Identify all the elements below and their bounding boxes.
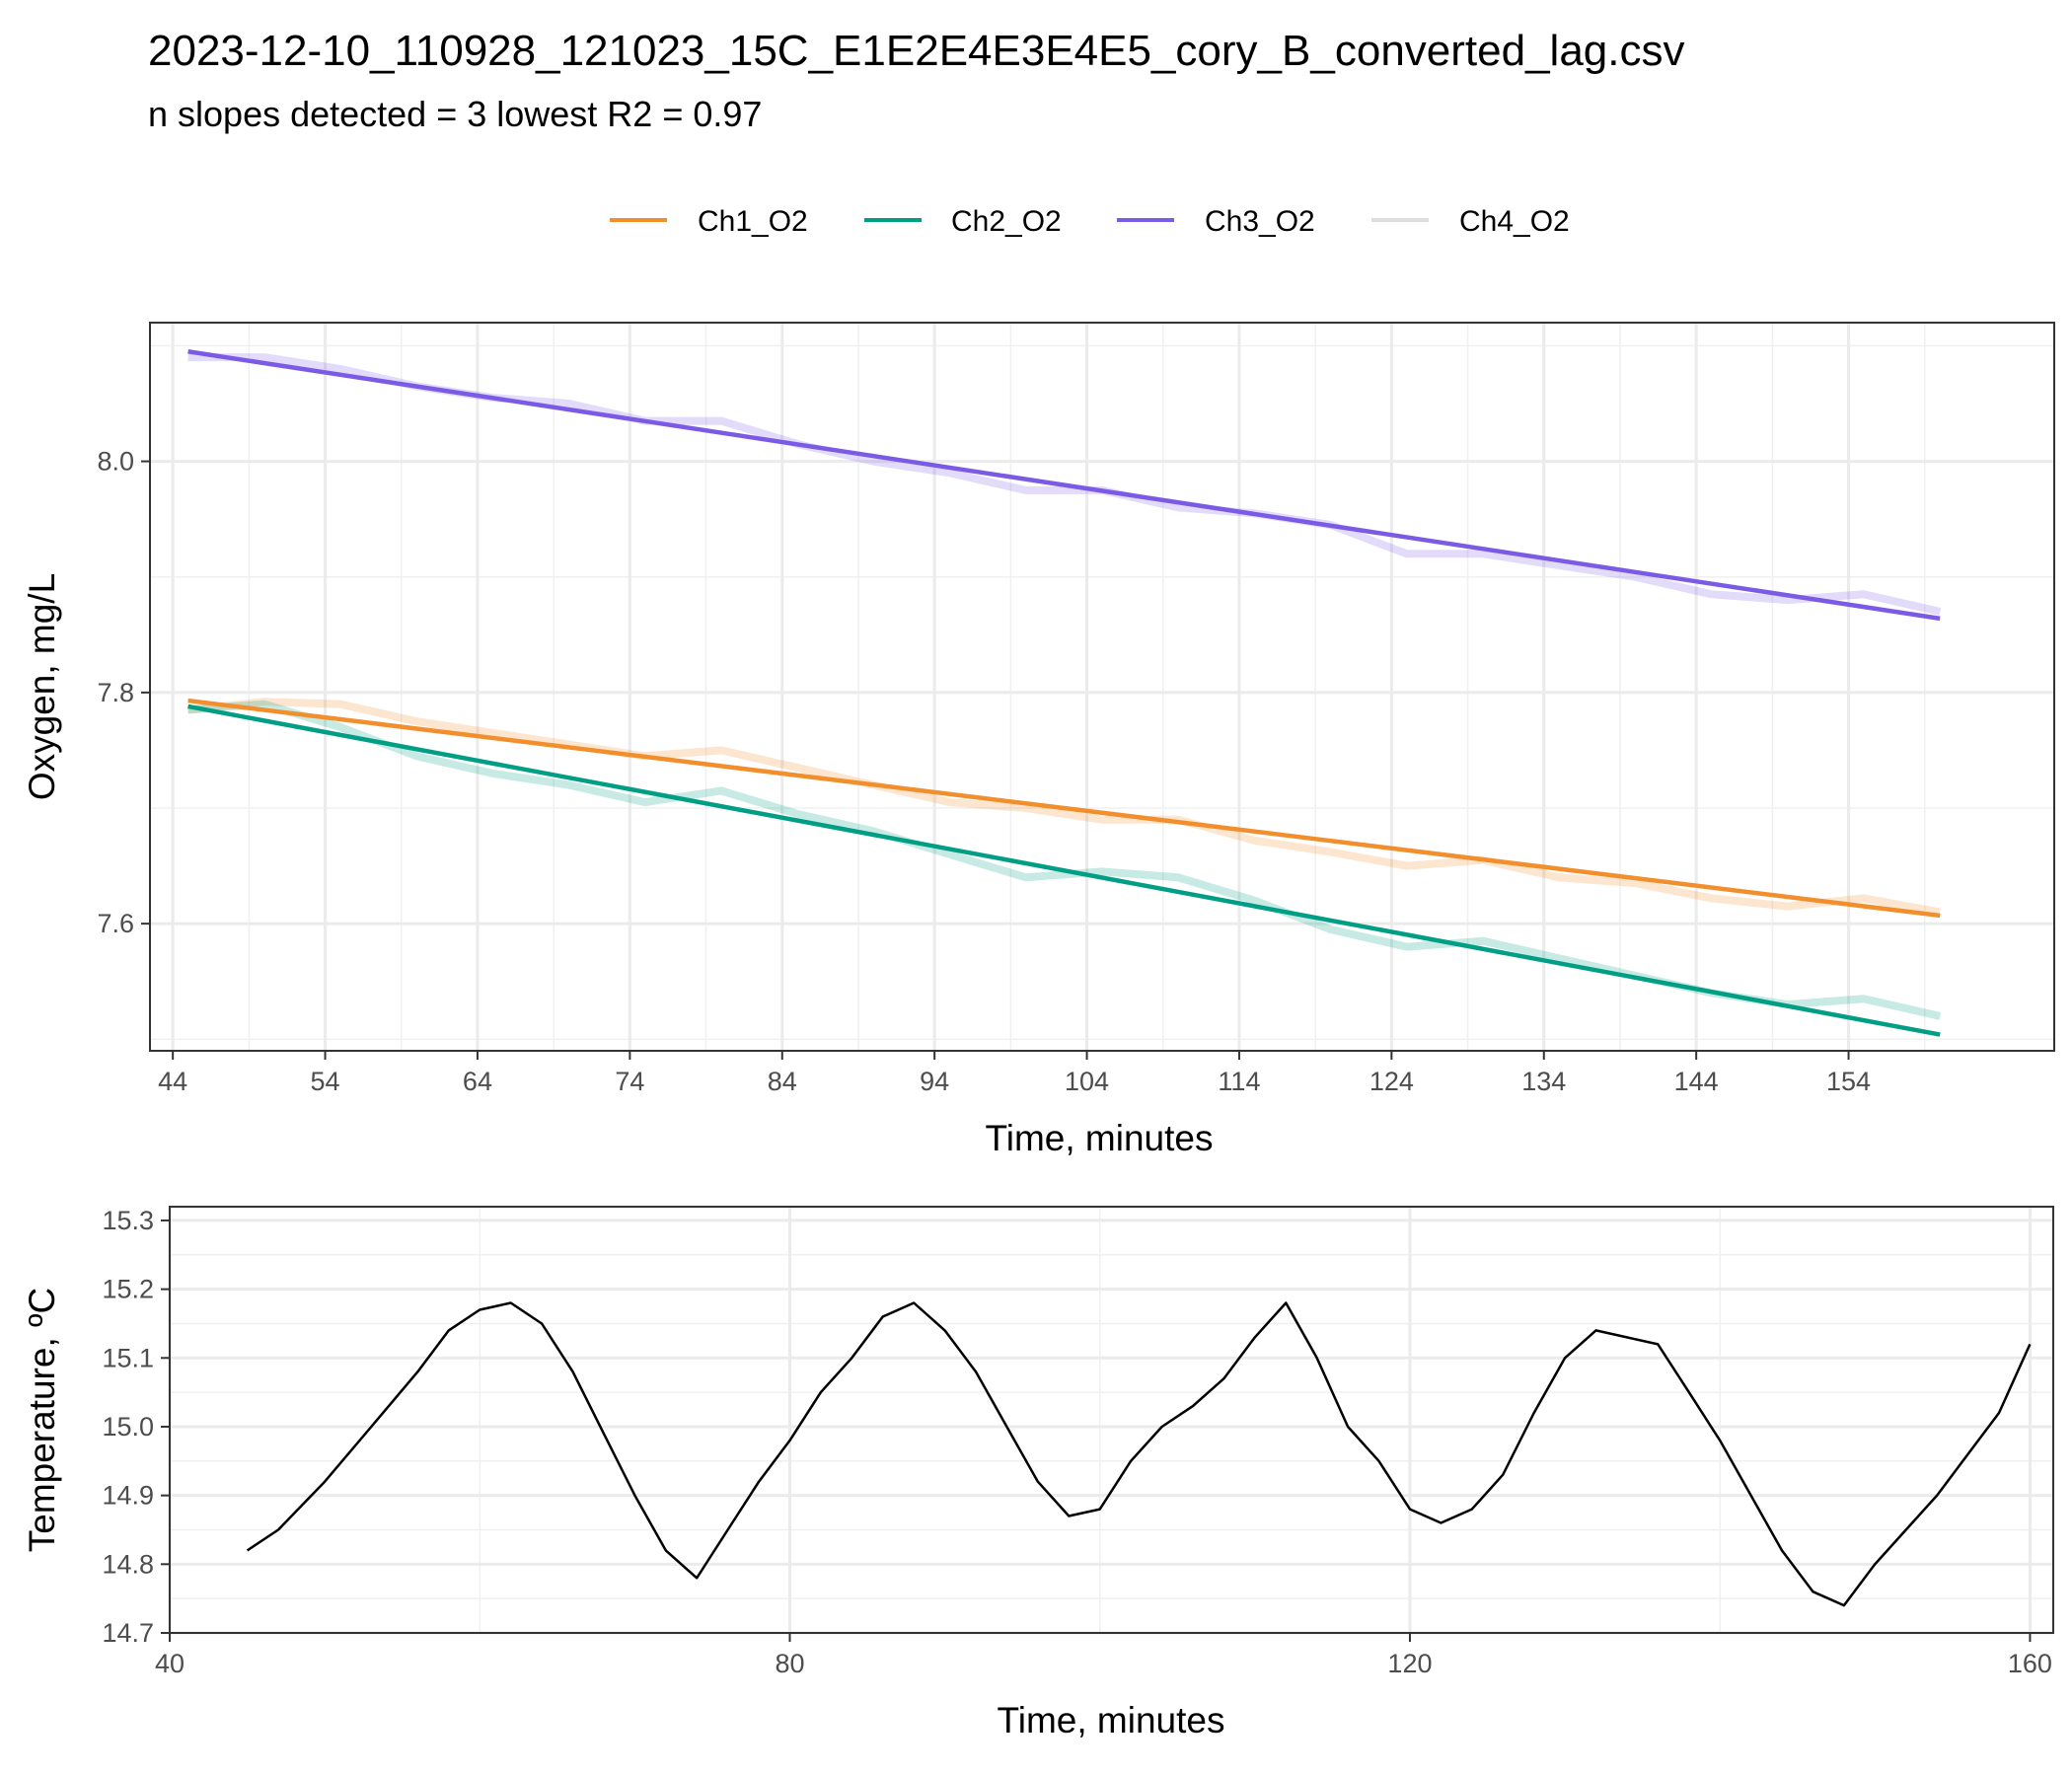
oxygen-x-tick-label: 94 [920,1067,949,1096]
temperature-y-tick-label: 14.9 [102,1481,154,1511]
temperature-panel: 40 80 120 160 14.7 14.8 14.9 15.0 15.1 15.2 15.3 T… [22,1206,2054,1740]
oxygen-y-tick-label: 7.8 [97,678,134,707]
oxygen-panel: 44 54 64 74 84 94 104 114 124 134 144 1547.67.88.0 … [22,322,2055,1158]
oxygen-axis-ticks: 44 54 64 74 84 94 104 114 124 134 144 154 7.6 7.8 8.0 [97,447,1871,1096]
legend: Ch1_O2 Ch2_O2 Ch3_O2 Ch4_O2 [610,205,1570,238]
legend-label-ch4: Ch4_O2 [1459,205,1570,238]
raw-line-ch1-o2 [187,698,1941,917]
oxygen-y-tick-label: 7.6 [97,909,134,938]
fit-line-ch3-o2 [187,349,1941,622]
oxygen-x-tick-label: 74 [615,1067,644,1096]
fit-line-ch2-o2 [187,703,1941,1037]
figure-subtitle: n slopes detected = 3 lowest R2 = 0.97 [148,94,762,134]
oxygen-x-axis-title: Time, minutes [986,1118,1214,1158]
temperature-y-tick-label: 14.8 [102,1549,154,1579]
oxygen-y-tick-label: 8.0 [97,447,134,477]
temperature-x-axis-title: Time, minutes [998,1700,1225,1740]
legend-label-ch3: Ch3_O2 [1205,205,1315,238]
oxygen-plot-border [149,322,2055,1052]
temperature-plot-border [169,1206,2054,1634]
temperature-y-tick-label: 15.3 [102,1206,154,1235]
temperature-x-tick-label: 80 [775,1649,804,1678]
temperature-y-tick-label: 14.7 [102,1618,154,1648]
oxygen-y-axis-title: Oxygen, mg/L [22,573,62,800]
temperature-y-tick-label: 15.2 [102,1275,154,1304]
temperature-y-axis-title: Temperature, ºC [22,1288,62,1553]
oxygen-x-tick-label: 104 [1065,1067,1109,1096]
oxygen-x-tick-label: 144 [1674,1067,1719,1096]
oxygen-x-tick-label: 44 [158,1067,187,1096]
oxygen-x-tick-label: 124 [1369,1067,1414,1096]
temperature-line [246,1301,2032,1607]
oxygen-x-tick-label: 64 [463,1067,492,1096]
legend-label-ch1: Ch1_O2 [698,205,808,238]
oxygen-fit-lines [187,349,1941,1037]
temperature-x-tick-label: 160 [2008,1649,2052,1678]
temperature-y-tick-label: 15.0 [102,1412,154,1442]
oxygen-gridlines [150,323,2054,1051]
temperature-axis-ticks: 40 80 120 160 14.7 14.8 14.9 15.0 15.1 15.2 15.3 [102,1206,2052,1678]
temperature-series [246,1301,2032,1607]
legend-label-ch2: Ch2_O2 [951,205,1062,238]
oxygen-x-tick-label: 114 [1218,1067,1260,1096]
temperature-plot-background [170,1207,2053,1633]
oxygen-x-tick-label: 84 [768,1067,797,1096]
oxygen-x-tick-label: 154 [1826,1067,1871,1096]
oxygen-plot-background [150,323,2054,1051]
temperature-x-tick-label: 40 [155,1649,185,1678]
fit-line-ch1-o2 [187,698,1941,919]
temperature-x-tick-label: 120 [1387,1649,1432,1678]
oxygen-x-tick-label: 134 [1521,1067,1566,1096]
oxygen-x-tick-label: 54 [311,1067,340,1096]
figure-title: 2023-12-10_110928_121023_15C_E1E2E4E3E4E… [148,27,1685,75]
temperature-y-tick-label: 15.1 [102,1343,154,1372]
